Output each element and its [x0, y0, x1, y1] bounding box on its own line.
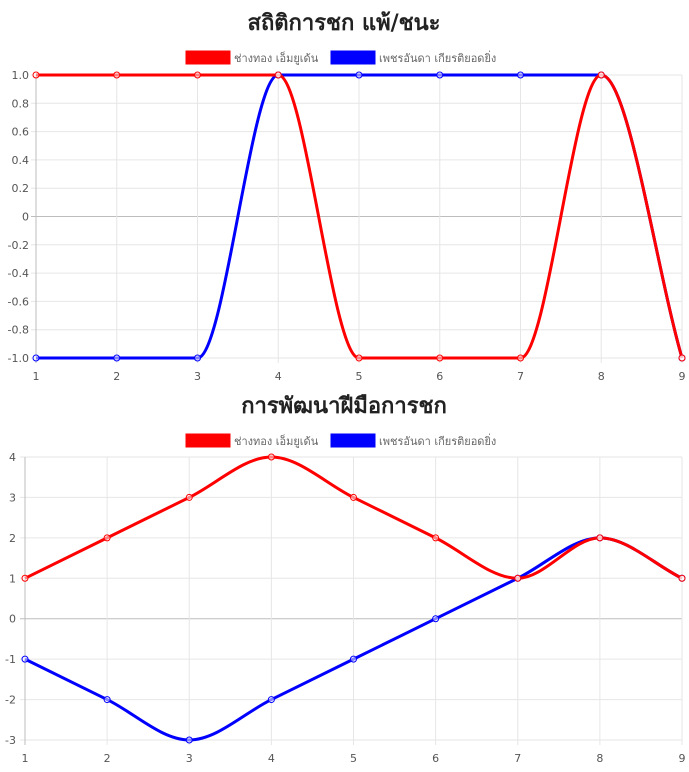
data-point[interactable]: [596, 534, 604, 542]
y-tick-label: -0.2: [8, 239, 29, 252]
x-tick-label: 7: [517, 370, 524, 383]
x-tick-label: 1: [22, 752, 29, 765]
x-tick-label: 4: [268, 752, 275, 765]
data-point[interactable]: [113, 354, 121, 362]
y-tick-label: 0.6: [12, 126, 30, 139]
data-point[interactable]: [267, 453, 275, 461]
data-point[interactable]: [32, 71, 40, 79]
data-point[interactable]: [436, 354, 444, 362]
win-loss-chart: สถิติการชก แพ้/ชนะ ช่างทอง เอ็มยูเด้น เพ…: [8, 11, 686, 383]
y-tick-label: -1.0: [8, 352, 29, 365]
series-points: [21, 453, 686, 744]
data-point[interactable]: [350, 655, 357, 663]
data-point[interactable]: [355, 71, 363, 79]
data-point[interactable]: [113, 71, 121, 79]
x-tick-label: 8: [598, 370, 605, 383]
data-point[interactable]: [103, 534, 111, 542]
x-tick-label: 2: [104, 752, 111, 765]
y-tick-label: -1: [5, 653, 16, 666]
y-tick-label: 3: [9, 491, 16, 504]
skill-development-chart: การพัฒนาฝีมือการชก ช่างทอง เอ็มยูเด้น เพ…: [5, 394, 686, 765]
legend: ช่างทอง เอ็มยูเด้น เพชรอันดา เกียรติยอดย…: [185, 433, 496, 448]
y-axis: 1.0 0.8 0.6 0.4 0.2 0 -0.2 -0.4 -0.6 -0.8 -1.0: [8, 69, 29, 365]
legend: ช่างทอง เอ็มยูเด้น เพชรอันดา เกียรติยอดย…: [185, 50, 496, 65]
x-axis: 1 2 3 4 5 6 7 8 9: [33, 370, 686, 383]
data-point[interactable]: [517, 354, 524, 362]
legend-label[interactable]: ช่างทอง เอ็มยูเด้น: [234, 51, 319, 65]
x-tick-label: 4: [275, 370, 282, 383]
data-point[interactable]: [194, 71, 201, 79]
chart-title: สถิติการชก แพ้/ชนะ: [248, 11, 441, 36]
x-tick-label: 3: [186, 752, 193, 765]
data-point[interactable]: [432, 615, 440, 623]
legend-swatch-blue[interactable]: [330, 50, 376, 65]
x-tick-label: 7: [514, 752, 521, 765]
y-tick-label: 0.8: [12, 97, 30, 110]
legend-swatch-blue[interactable]: [330, 433, 376, 448]
y-axis: 4 3 2 1 0 -1 -2 -3: [5, 451, 16, 747]
x-tick-label: 5: [350, 752, 357, 765]
data-point[interactable]: [678, 574, 686, 582]
x-tick-label: 6: [436, 370, 443, 383]
data-point[interactable]: [267, 696, 275, 704]
x-tick-label: 9: [679, 370, 686, 383]
y-tick-label: -0.6: [8, 295, 29, 308]
x-axis: 1 2 3 4 5 6 7 8 9: [22, 752, 686, 765]
legend-label[interactable]: เพชรอันดา เกียรติยอดยิ่ง: [379, 433, 496, 448]
series-points: [32, 71, 686, 362]
data-point[interactable]: [350, 493, 357, 501]
y-tick-label: 1.0: [12, 69, 30, 82]
x-tick-label: 3: [194, 370, 201, 383]
data-point[interactable]: [32, 354, 40, 362]
y-tick-label: 0: [9, 613, 16, 626]
data-point[interactable]: [21, 574, 29, 582]
data-point[interactable]: [185, 493, 193, 501]
grid: [31, 74, 683, 363]
x-tick-label: 5: [356, 370, 363, 383]
y-tick-label: -3: [5, 734, 16, 747]
data-point[interactable]: [597, 71, 605, 79]
data-point[interactable]: [355, 354, 363, 362]
y-tick-label: 0.4: [12, 154, 30, 167]
x-tick-label: 6: [432, 752, 439, 765]
y-tick-label: 0.2: [12, 182, 30, 195]
data-point[interactable]: [678, 354, 686, 362]
data-point[interactable]: [194, 354, 201, 362]
data-point[interactable]: [517, 71, 524, 79]
y-tick-label: -0.8: [8, 324, 29, 337]
data-point[interactable]: [185, 736, 193, 744]
x-tick-label: 2: [113, 370, 120, 383]
x-tick-label: 9: [679, 752, 686, 765]
data-point[interactable]: [432, 534, 440, 542]
data-point[interactable]: [514, 574, 522, 582]
data-point[interactable]: [21, 655, 29, 663]
x-tick-label: 8: [596, 752, 603, 765]
grid: [20, 456, 683, 745]
legend-swatch-red[interactable]: [185, 50, 231, 65]
legend-label[interactable]: เพชรอันดา เกียรติยอดยิ่ง: [379, 50, 496, 65]
data-point[interactable]: [274, 71, 282, 79]
y-tick-label: 2: [9, 532, 16, 545]
y-tick-label: -2: [5, 694, 16, 707]
data-point[interactable]: [103, 696, 111, 704]
y-tick-label: 0: [22, 211, 29, 224]
y-tick-label: 4: [9, 451, 16, 464]
chart-title: การพัฒนาฝีมือการชก: [241, 394, 447, 419]
legend-label[interactable]: ช่างทอง เอ็มยูเด้น: [234, 434, 319, 448]
y-tick-label: 1: [9, 572, 16, 585]
x-tick-label: 1: [33, 370, 40, 383]
legend-swatch-red[interactable]: [185, 433, 231, 448]
data-point[interactable]: [436, 71, 444, 79]
y-tick-label: -0.4: [8, 267, 29, 280]
